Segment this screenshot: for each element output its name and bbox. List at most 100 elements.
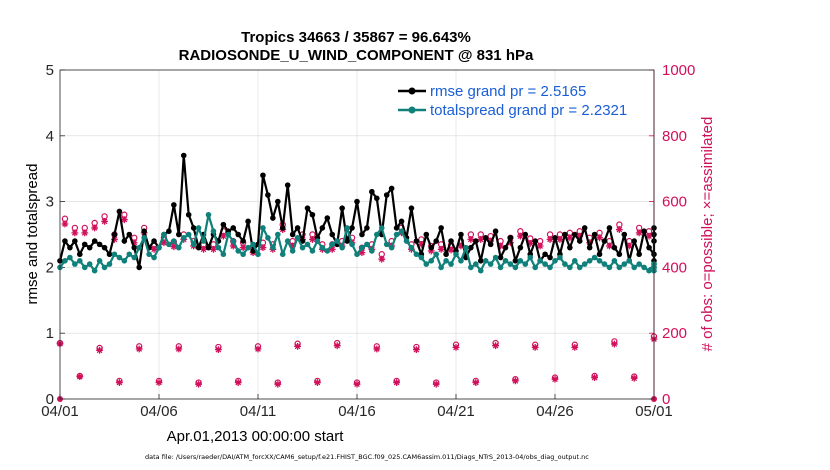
obs-assimilated-marker: [611, 340, 618, 348]
totalspread-point: [240, 251, 246, 258]
obs-assimilated-marker: [393, 379, 400, 386]
obs-assimilated-marker: [150, 245, 158, 253]
obs-assimilated-marker: [457, 242, 465, 250]
rmse-point: [319, 225, 326, 231]
obs-assimilated-marker: [274, 380, 282, 388]
rmse-point: [522, 231, 529, 238]
totalspread-point: [487, 261, 494, 267]
obs-assimilated-marker: [358, 249, 366, 256]
rmse-point: [180, 152, 187, 159]
totalspread-point: [383, 241, 390, 248]
obs-assimilated-marker: [591, 374, 598, 382]
obs-assimilated-marker: [116, 379, 123, 386]
x-tick-label: 04/11: [240, 403, 276, 420]
rmse-point: [606, 225, 613, 231]
rmse-point: [413, 238, 420, 244]
y-left-tick-label: 2: [46, 259, 54, 276]
rmse-point: [532, 238, 538, 244]
rmse-point: [596, 251, 603, 258]
chart-title-line2: RADIOSONDE_U_WIND_COMPONENT @ 831 hPa: [179, 47, 534, 64]
totalspread-point: [260, 225, 266, 231]
rmse-point: [275, 198, 281, 205]
rmse-point: [195, 244, 202, 251]
obs-assimilated-marker: [492, 342, 499, 350]
y-axis-label-right: # of obs: o=possible; ×=assimilated: [699, 117, 716, 352]
totalspread-point: [453, 251, 459, 258]
rmse-point: [468, 244, 474, 251]
obs-assimilated-marker: [200, 245, 207, 253]
totalspread-point: [185, 231, 192, 238]
rmse-point: [646, 244, 652, 251]
y-left-tick-label: 1: [46, 325, 54, 342]
obs-assimilated-marker: [254, 345, 262, 353]
obs-assimilated-marker: [215, 346, 222, 354]
rmse-point: [567, 244, 573, 251]
totalspread-point: [235, 248, 241, 254]
totalspread-point: [67, 254, 73, 261]
totalspread-point: [230, 238, 237, 244]
totalspread-point: [532, 264, 538, 271]
totalspread-point: [646, 267, 652, 274]
rmse-point: [383, 192, 390, 198]
rmse-point: [289, 231, 296, 238]
totalspread-point: [314, 238, 321, 244]
obs-assimilated-marker: [512, 377, 519, 385]
x-axis-label: Apr.01,2013 00:00:00 start: [167, 428, 345, 445]
rmse-point: [339, 205, 345, 211]
rmse-point: [433, 238, 440, 244]
totalspread-point: [458, 258, 464, 264]
obs-assimilated-marker: [551, 375, 559, 383]
totalspread-point: [131, 254, 138, 261]
totalspread-point: [547, 264, 553, 271]
totalspread-point: [136, 244, 142, 251]
obs-assimilated-marker: [309, 236, 316, 243]
totalspread-point: [205, 211, 212, 218]
totalspread-point: [468, 264, 474, 271]
y-right-tick-label: 0: [662, 391, 670, 408]
rmse-point: [86, 244, 93, 251]
totalspread-point: [116, 254, 123, 261]
totalspread-point: [517, 258, 524, 264]
obs-assimilated-marker: [576, 232, 584, 240]
rmse-point: [492, 228, 499, 235]
rmse-point: [171, 202, 177, 208]
totalspread-point: [502, 258, 509, 264]
totalspread-point: [101, 264, 108, 271]
totalspread-point: [557, 254, 563, 261]
totalspread-point: [364, 241, 370, 248]
totalspread-point: [210, 228, 217, 235]
rmse-point: [398, 218, 405, 225]
totalspread-point: [586, 258, 593, 264]
rmse-point: [517, 244, 524, 251]
obs-assimilated-marker: [606, 242, 613, 250]
totalspread-point: [121, 258, 128, 264]
rmse-point: [151, 238, 157, 244]
rmse-point: [369, 188, 375, 195]
rmse-point: [482, 234, 489, 241]
rmse-point: [621, 231, 628, 238]
rmse-point: [260, 172, 266, 179]
rmse-point: [512, 258, 519, 264]
totalspread-point: [151, 254, 157, 261]
totalspread-point: [161, 231, 167, 238]
totalspread-point: [591, 254, 598, 261]
totalspread-point: [200, 238, 207, 244]
obs-assimilated-marker: [427, 247, 435, 255]
totalspread-point: [507, 261, 514, 267]
rmse-point: [111, 231, 118, 238]
totalspread-point: [334, 238, 341, 244]
x-tick-label: 04/21: [437, 403, 475, 420]
totalspread-point: [433, 251, 440, 258]
totalspread-point: [641, 264, 647, 271]
totalspread-point: [195, 225, 202, 231]
totalspread-point: [522, 261, 529, 267]
obs-assimilated-marker: [289, 242, 297, 250]
obs-assimilated-marker: [130, 239, 138, 247]
totalspread-point: [225, 231, 232, 238]
totalspread-point: [572, 258, 578, 264]
rmse-point: [428, 244, 435, 251]
y-axis-label-left: rmse and totalspread: [24, 164, 41, 305]
obs-assimilated-marker: [120, 216, 128, 224]
totalspread-point: [537, 258, 543, 264]
obs-assimilated-marker: [437, 245, 445, 253]
